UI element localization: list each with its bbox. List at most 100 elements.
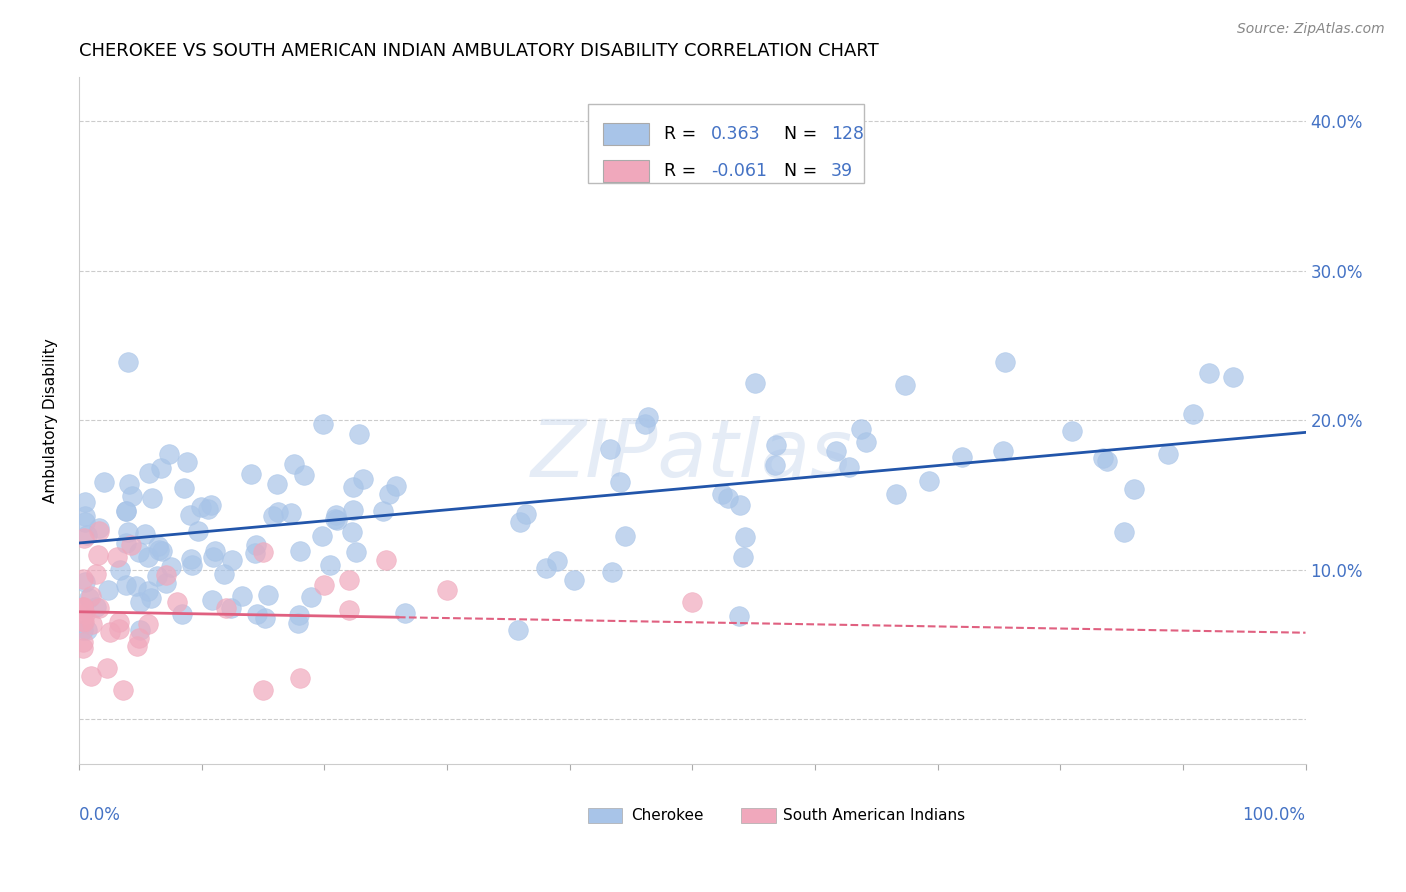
- Point: [1123, 482, 1146, 496]
- Point: [187, 524, 209, 538]
- Point: [108, 615, 131, 629]
- Point: [1198, 366, 1220, 380]
- Point: [200, 498, 222, 512]
- Point: [76, 528, 98, 542]
- Point: [855, 434, 877, 449]
- Point: [347, 427, 370, 442]
- Point: [214, 567, 236, 582]
- Point: [115, 535, 138, 549]
- Point: [262, 508, 284, 523]
- Point: [129, 595, 152, 609]
- Point: [991, 444, 1014, 458]
- Point: [319, 558, 342, 572]
- Point: [72, 572, 94, 586]
- Point: [125, 579, 148, 593]
- Point: [155, 575, 177, 590]
- Point: [72, 601, 94, 615]
- Point: [129, 623, 152, 637]
- Point: [72, 635, 94, 649]
- Point: [243, 546, 266, 560]
- Point: [138, 467, 160, 481]
- FancyBboxPatch shape: [588, 104, 863, 183]
- Point: [838, 460, 860, 475]
- Point: [252, 682, 274, 697]
- Point: [148, 539, 170, 553]
- Point: [337, 573, 360, 587]
- Point: [894, 377, 917, 392]
- Y-axis label: Ambulatory Disability: Ambulatory Disability: [44, 338, 58, 503]
- Point: [73, 575, 96, 590]
- Point: [1222, 370, 1244, 384]
- Point: [173, 481, 195, 495]
- Point: [128, 632, 150, 646]
- Point: [342, 479, 364, 493]
- Point: [637, 409, 659, 424]
- Point: [994, 355, 1017, 369]
- Point: [166, 595, 188, 609]
- Point: [851, 422, 873, 436]
- Text: CHEROKEE VS SOUTH AMERICAN INDIAN AMBULATORY DISABILITY CORRELATION CHART: CHEROKEE VS SOUTH AMERICAN INDIAN AMBULA…: [79, 42, 879, 60]
- Point: [136, 584, 159, 599]
- Point: [180, 558, 202, 572]
- Text: N =: N =: [785, 162, 823, 180]
- Point: [377, 487, 399, 501]
- Point: [681, 594, 703, 608]
- Point: [80, 669, 103, 683]
- Point: [89, 524, 111, 538]
- Point: [267, 504, 290, 518]
- Point: [252, 544, 274, 558]
- Point: [114, 578, 136, 592]
- Text: R =: R =: [664, 162, 702, 180]
- Point: [120, 538, 142, 552]
- Point: [73, 607, 96, 621]
- Point: [246, 607, 269, 621]
- Point: [148, 543, 170, 558]
- Point: [340, 525, 363, 540]
- Point: [314, 577, 336, 591]
- Point: [614, 528, 637, 542]
- Point: [609, 475, 631, 489]
- Point: [150, 544, 173, 558]
- Text: 0.0%: 0.0%: [79, 805, 121, 823]
- Point: [149, 461, 172, 475]
- Point: [728, 498, 751, 512]
- Point: [299, 590, 322, 604]
- Point: [98, 625, 121, 640]
- FancyBboxPatch shape: [741, 808, 776, 823]
- Point: [160, 559, 183, 574]
- Point: [108, 564, 131, 578]
- Point: [73, 515, 96, 529]
- Point: [76, 623, 98, 637]
- Point: [287, 608, 309, 623]
- Point: [385, 479, 408, 493]
- Point: [170, 607, 193, 621]
- Point: [215, 601, 238, 615]
- Point: [93, 475, 115, 490]
- Point: [115, 503, 138, 517]
- Point: [157, 447, 180, 461]
- Point: [728, 609, 751, 624]
- Text: R =: R =: [664, 125, 702, 143]
- Point: [374, 553, 396, 567]
- Point: [96, 661, 118, 675]
- Point: [326, 513, 349, 527]
- Point: [240, 467, 263, 482]
- Point: [72, 623, 94, 637]
- Point: [253, 611, 276, 625]
- Point: [288, 671, 311, 685]
- Text: South American Indians: South American Indians: [783, 808, 965, 823]
- Text: -0.061: -0.061: [710, 162, 766, 180]
- Point: [763, 458, 786, 473]
- Point: [72, 600, 94, 615]
- Point: [97, 582, 120, 597]
- Point: [342, 503, 364, 517]
- Point: [311, 529, 333, 543]
- Point: [176, 454, 198, 468]
- Point: [1095, 453, 1118, 467]
- Point: [290, 544, 312, 558]
- Point: [84, 600, 107, 615]
- Point: [121, 489, 143, 503]
- Text: 100.0%: 100.0%: [1243, 805, 1306, 823]
- Point: [562, 574, 585, 588]
- Point: [599, 442, 621, 457]
